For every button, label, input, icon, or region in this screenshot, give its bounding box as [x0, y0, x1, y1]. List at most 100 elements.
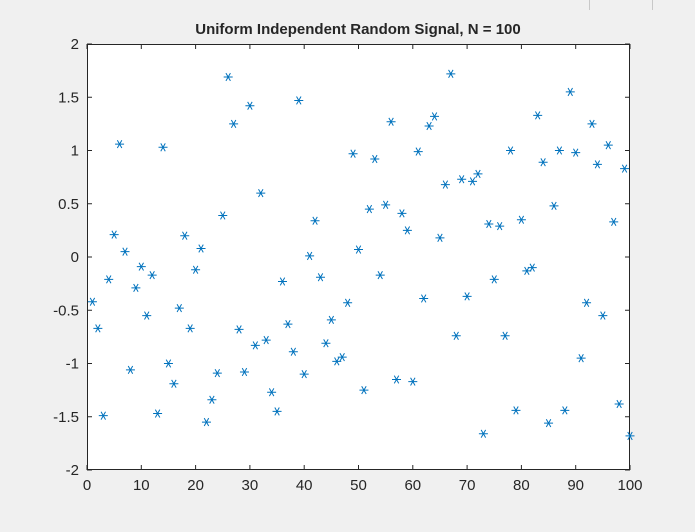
data-point	[223, 72, 233, 82]
data-point	[576, 354, 586, 363]
data-point	[218, 211, 228, 220]
data-point	[598, 311, 608, 320]
data-point	[359, 385, 369, 395]
data-point	[538, 158, 548, 167]
data-point	[549, 201, 559, 211]
data-point	[294, 96, 304, 105]
data-point	[484, 219, 494, 229]
data-point	[473, 169, 483, 179]
axes: 0 10 20 30 40 50 60 70 80 90 100 -2 -1.5 -1 -0.5 0 0.5 1 1…	[53, 36, 642, 494]
data-point	[229, 119, 239, 129]
data-point	[125, 365, 135, 375]
data-point	[625, 431, 635, 441]
data-point	[169, 379, 179, 388]
data-point	[451, 331, 461, 340]
chart-title: Uniform Independent Random Signal, N = 1…	[195, 21, 520, 38]
window-frame-edge	[589, 0, 590, 10]
data-point	[565, 87, 575, 97]
data-point	[402, 226, 412, 235]
y-tick-label: 2	[71, 36, 79, 53]
data-point	[267, 388, 277, 397]
x-tick-label: 80	[513, 477, 530, 494]
data-point	[256, 188, 266, 198]
data-point	[609, 217, 619, 227]
data-point	[500, 331, 510, 340]
data-point	[462, 292, 472, 301]
data-point	[87, 297, 97, 306]
data-point	[375, 270, 385, 280]
data-point	[364, 204, 374, 214]
data-point	[435, 233, 445, 242]
data-point	[250, 341, 260, 350]
data-point	[201, 417, 211, 427]
data-point	[386, 117, 396, 126]
data-point	[212, 368, 222, 378]
data-point	[305, 251, 315, 261]
data-point	[614, 399, 624, 409]
x-tick-label: 70	[459, 477, 476, 494]
data-point	[527, 263, 537, 272]
data-points	[87, 69, 635, 441]
data-point	[185, 324, 195, 333]
data-point	[163, 359, 173, 368]
y-tick-label: 1.5	[58, 89, 79, 106]
data-point	[315, 273, 325, 282]
x-tick-label: 90	[567, 477, 584, 494]
x-tick-label: 0	[83, 477, 91, 494]
data-point	[191, 265, 201, 274]
data-point	[245, 101, 255, 110]
data-point	[397, 209, 407, 218]
y-tick-label: -2	[66, 462, 79, 479]
x-tick-label: 10	[133, 477, 150, 494]
data-point	[370, 154, 380, 164]
data-point	[468, 177, 478, 186]
data-point	[620, 164, 630, 173]
data-point	[506, 146, 516, 155]
data-point	[348, 149, 358, 158]
data-point	[446, 69, 456, 78]
data-point	[337, 352, 347, 362]
data-point	[489, 275, 499, 284]
y-tick-label: -0.5	[53, 302, 79, 319]
data-point	[603, 141, 613, 150]
data-point	[174, 303, 184, 313]
data-point	[131, 283, 141, 293]
data-point	[153, 409, 163, 418]
data-point	[261, 335, 271, 345]
data-point	[571, 148, 581, 157]
data-point	[283, 319, 293, 329]
data-point	[478, 429, 488, 438]
data-point	[560, 406, 570, 415]
data-point	[592, 160, 602, 169]
data-point	[136, 262, 146, 271]
data-point	[207, 395, 217, 404]
y-tick-label: -1.5	[53, 409, 79, 426]
data-point	[457, 175, 467, 184]
data-point	[440, 180, 450, 189]
data-point	[354, 245, 363, 254]
data-point	[109, 230, 119, 239]
data-point	[147, 270, 157, 280]
y-tick-label: 0	[71, 249, 79, 266]
data-point	[419, 294, 429, 303]
data-point	[522, 266, 532, 275]
data-point	[516, 215, 526, 224]
data-point	[332, 357, 342, 366]
data-point	[288, 347, 298, 356]
data-point	[180, 231, 190, 240]
data-point	[408, 377, 418, 386]
data-point	[321, 339, 331, 348]
data-point	[299, 370, 309, 379]
data-point	[392, 375, 402, 384]
x-tick-label: 60	[404, 477, 421, 494]
data-point	[272, 407, 282, 416]
window-frame-edge	[652, 0, 653, 10]
data-point	[544, 418, 554, 428]
data-point	[234, 325, 244, 334]
data-point	[277, 277, 287, 286]
x-tick-label: 50	[350, 477, 367, 494]
data-point	[430, 112, 440, 121]
plot-area	[87, 44, 630, 470]
y-tick-label: 1	[71, 143, 79, 160]
